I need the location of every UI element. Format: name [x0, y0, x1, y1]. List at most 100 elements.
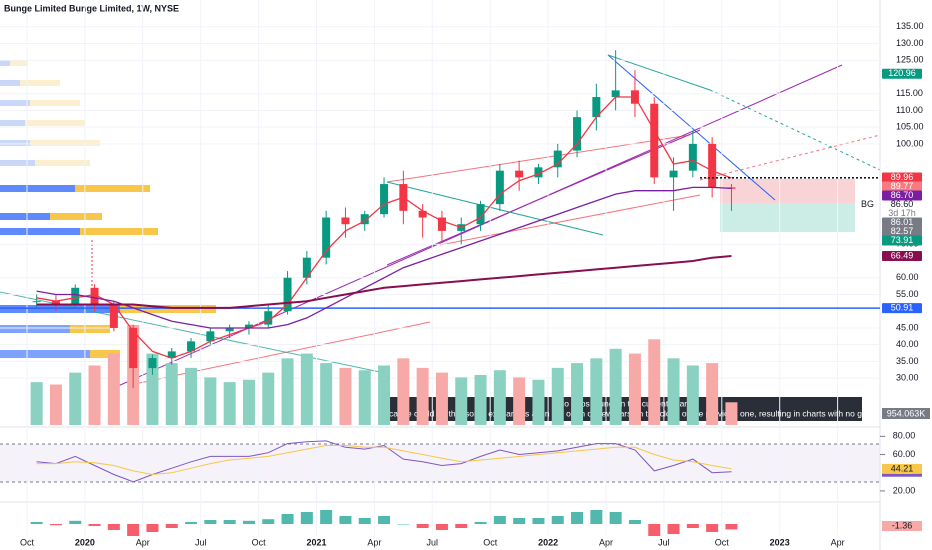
candle-body: [534, 167, 543, 178]
y-tick-label: 55.00: [896, 289, 919, 299]
candle-body: [148, 358, 157, 369]
price-label: 73.91: [891, 235, 914, 245]
macd-bar: [88, 524, 101, 526]
price-label: 86.60: [891, 199, 914, 209]
candle-body: [71, 287, 80, 305]
volume-bar: [185, 367, 198, 425]
notice-text: No gaps found on the current chart.: [558, 398, 692, 408]
macd-bar: [127, 524, 140, 536]
price-label-box: [882, 226, 922, 237]
price-label-box: [882, 181, 922, 192]
volume-bar: [706, 363, 719, 425]
macd-bar: [667, 524, 680, 534]
x-tick-label: 2021: [306, 537, 326, 547]
rsi-tick-label: 80.00: [893, 431, 916, 441]
macd-bar: [435, 524, 448, 530]
macd-bar: [320, 510, 333, 524]
candle-body: [129, 327, 138, 369]
macd-bar: [609, 512, 622, 524]
volume-bar: [378, 365, 391, 425]
macd-bar: [455, 524, 468, 528]
macd-bar: [262, 519, 275, 524]
price-label-box: [882, 172, 922, 183]
candle-body: [553, 150, 562, 168]
macd-bar: [686, 524, 699, 528]
volume-bar: [320, 363, 333, 425]
volume-bar: [590, 358, 603, 425]
candle-body: [573, 117, 582, 151]
macd-bar: [474, 522, 487, 524]
candle-body: [611, 90, 620, 98]
candle-body: [341, 217, 350, 225]
volume-bar: [146, 353, 159, 425]
candle-body: [225, 327, 234, 332]
volume-bar: [551, 367, 564, 425]
macd-bar: [590, 510, 603, 524]
volume-bar: [648, 339, 661, 425]
macd-bar: [493, 516, 506, 524]
price-label-box: [882, 68, 922, 79]
macd-label: -1.36: [892, 520, 913, 530]
price-label: 66.49: [891, 250, 914, 260]
volume-bar: [69, 372, 82, 425]
candle-body: [264, 311, 273, 325]
volume-bar: [49, 384, 62, 425]
candle-body: [322, 217, 331, 258]
macd-bar: [378, 516, 391, 524]
x-tick-label: Oct: [483, 537, 498, 547]
candle-body: [283, 277, 292, 312]
rsi-label: 44.21: [891, 463, 914, 473]
volume-bar: [455, 377, 468, 425]
rsi-label-box: [882, 463, 922, 474]
candle-body: [437, 217, 446, 231]
x-tick-label: Apr: [831, 537, 845, 547]
candle-body: [206, 331, 215, 342]
candle-body: [244, 324, 253, 328]
macd-bar: [107, 524, 120, 530]
macd-bar: [358, 518, 371, 524]
y-tick-label: 135.00: [896, 21, 924, 31]
volume-bar: [435, 372, 448, 425]
candle-body: [688, 143, 697, 171]
macd-bar: [281, 514, 294, 524]
macd-bar: [551, 516, 564, 524]
price-label: 86.70: [891, 190, 914, 200]
price-label: 82.57: [891, 226, 914, 236]
volume-profile: [0, 60, 100, 166]
macd-bar: [300, 512, 313, 524]
candle-body: [418, 210, 427, 218]
macd-bar: [416, 524, 429, 528]
moving-average: [36, 255, 732, 309]
macd-bar: [223, 520, 236, 524]
volume-bar: [300, 353, 313, 425]
rsi-line: [36, 445, 732, 476]
y-tick-label: 60.00: [896, 272, 919, 282]
macd-bar: [571, 512, 584, 524]
volume-bar: [628, 353, 641, 425]
candle-body: [90, 287, 99, 305]
x-tick-label: Oct: [20, 537, 35, 547]
x-tick-label: Apr: [367, 537, 381, 547]
x-tick-label: Oct: [715, 537, 730, 547]
macd-bar: [30, 522, 43, 524]
volume-bar: [165, 363, 178, 425]
volume-bar: [262, 372, 275, 425]
volume-bar: [667, 358, 680, 425]
volume-bar: [474, 375, 487, 425]
price-label: 120.96: [888, 68, 916, 78]
volume-bar: [204, 377, 217, 425]
candle-body: [187, 341, 196, 352]
price-label-box: [882, 217, 922, 228]
x-tick-label: 2023: [770, 537, 790, 547]
candle-body: [495, 170, 504, 205]
x-tick-label: Apr: [599, 537, 613, 547]
macd-bar: [185, 522, 198, 524]
x-tick-label: Apr: [136, 537, 150, 547]
y-tick-label: 45.00: [896, 322, 919, 332]
volume-bar: [686, 365, 699, 425]
price-label: 86.01: [891, 217, 914, 227]
rsi-band: [0, 444, 880, 482]
macd-bar: [532, 518, 545, 524]
notice-text: The cause could be that some exchanges a…: [372, 408, 878, 418]
